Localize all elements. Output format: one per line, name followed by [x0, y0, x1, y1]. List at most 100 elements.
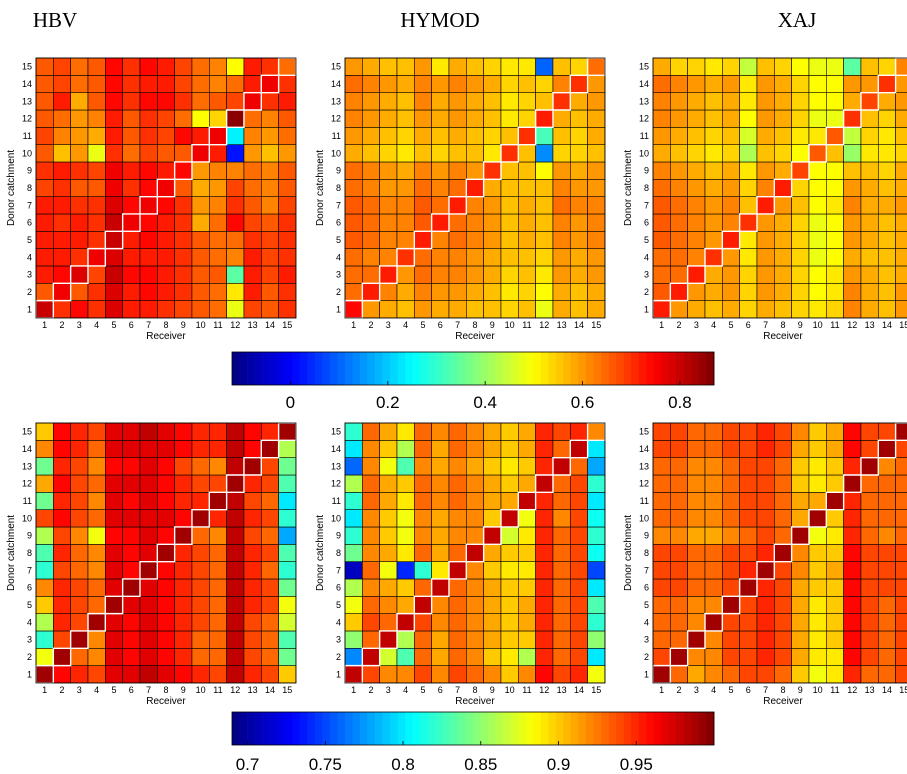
heatmap-cell [860, 127, 879, 145]
heatmap-cell [53, 647, 71, 666]
heatmap-cell [739, 544, 758, 562]
heatmap-cell [877, 595, 896, 614]
heatmap-cell [843, 109, 862, 128]
heatmap-cell [344, 248, 363, 267]
colorbar-swatch [284, 352, 293, 385]
colorbar-swatch [239, 352, 248, 385]
heatmap-cell [139, 613, 158, 632]
heatmap-cell [825, 474, 844, 493]
heatmap-cell [791, 179, 810, 197]
x-tick-label: 10 [813, 685, 823, 695]
heatmap-cell [344, 161, 363, 180]
heatmap-cell [209, 179, 227, 197]
heatmap-cell [500, 440, 519, 458]
heatmap-cell [500, 422, 519, 441]
colorbar-frame [231, 711, 715, 746]
y-tick-label: 5 [336, 235, 341, 245]
x-tick-label: 2 [676, 685, 681, 695]
y-tick-label: 5 [27, 235, 32, 245]
heatmap-cell [808, 492, 827, 510]
heatmap-cell [226, 75, 245, 93]
heatmap-cell [569, 282, 588, 301]
heatmap-cell [791, 526, 810, 545]
colorbar-swatch [503, 712, 511, 745]
heatmap-cell [105, 422, 123, 441]
heatmap-cell [704, 457, 723, 476]
heatmap-cell [722, 248, 740, 267]
x-tick-label: 11 [522, 685, 531, 695]
heatmap-cell [53, 544, 71, 562]
heatmap-cell [877, 665, 896, 684]
heatmap-cell [756, 213, 775, 232]
colorbar-swatch [314, 352, 323, 385]
y-tick-label: 1 [27, 304, 32, 314]
heatmap-cell [191, 127, 210, 145]
heatmap-cell [652, 282, 671, 301]
heatmap-cell [396, 196, 415, 215]
colorbar-swatch [563, 712, 572, 745]
heatmap-cell [226, 526, 245, 545]
heatmap-cell [209, 440, 227, 458]
heatmap-cell [774, 422, 792, 441]
heatmap-cell [704, 613, 723, 632]
heatmap-cell [483, 265, 502, 284]
heatmap-cell [105, 440, 123, 458]
heatmap-cell [260, 282, 279, 301]
heatmap-cell [704, 440, 723, 458]
heatmap-cell [860, 457, 879, 476]
heatmap-cell [791, 474, 810, 493]
heatmap-cell [552, 179, 571, 197]
heatmap-cell [739, 474, 758, 493]
heatmap-cell [53, 457, 71, 476]
heatmap-cell [414, 647, 432, 666]
heatmap-cell [517, 57, 536, 76]
y-tick-label: 8 [644, 183, 649, 193]
heatmap-cell [344, 492, 363, 510]
heatmap-cell [362, 109, 380, 128]
heatmap-cell [860, 75, 879, 93]
heatmap-cell [209, 265, 227, 284]
heatmap-cell [500, 179, 519, 197]
heatmap-cell [53, 474, 71, 493]
heatmap-cell [396, 492, 415, 510]
heatmap-cell [860, 144, 879, 163]
y-tick-label: 10 [639, 513, 649, 523]
colorbar-swatch [465, 712, 474, 745]
y-tick-label: 12 [639, 114, 649, 124]
heatmap-cell [670, 109, 688, 128]
heatmap-cell [396, 578, 415, 597]
heatmap-cell [278, 595, 297, 614]
heatmap-cell [209, 300, 227, 319]
heatmap-cell [139, 474, 158, 493]
x-tick-label: 12 [847, 320, 857, 330]
heatmap-cell [466, 161, 484, 180]
heatmap-cell [895, 561, 907, 580]
heatmap-cell [157, 213, 175, 232]
heatmap-cell [431, 75, 450, 93]
heatmap-cell [687, 144, 706, 163]
x-tick-label: 1 [42, 320, 47, 330]
heatmap-cell [739, 300, 758, 319]
heatmap-cell [226, 213, 245, 232]
heatmap-cell [260, 595, 279, 614]
x-tick-label: 4 [403, 320, 408, 330]
x-tick-label: 3 [694, 685, 699, 695]
heatmap-cell [895, 509, 907, 528]
heatmap-cell [448, 161, 467, 180]
heatmap-cell [843, 57, 862, 76]
heatmap-cell [552, 578, 571, 597]
y-tick-label: 13 [331, 461, 341, 471]
heatmap-cell [344, 57, 363, 76]
heatmap-cell [791, 509, 810, 528]
heatmap-cell [396, 647, 415, 666]
colorbar-swatch [518, 712, 527, 745]
heatmap-cell [652, 526, 671, 545]
heatmap-cell [448, 544, 467, 562]
colorbar-swatch [442, 352, 451, 385]
heatmap-cell [448, 144, 467, 163]
heatmap-cell [414, 57, 432, 76]
colorbar-swatch [510, 712, 519, 745]
heatmap-cell [652, 196, 671, 215]
heatmap-cell [53, 161, 71, 180]
heatmap-cell [791, 630, 810, 649]
